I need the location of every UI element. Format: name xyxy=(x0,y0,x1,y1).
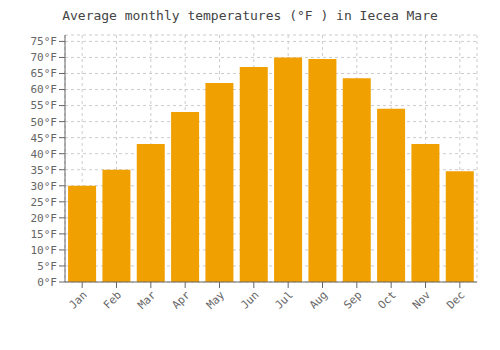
svg-text:10°F: 10°F xyxy=(31,244,58,257)
svg-text:60°F: 60°F xyxy=(31,83,58,96)
svg-text:70°F: 70°F xyxy=(31,51,58,64)
svg-text:40°F: 40°F xyxy=(31,148,58,161)
svg-text:55°F: 55°F xyxy=(31,99,58,112)
svg-text:30°F: 30°F xyxy=(31,180,58,193)
svg-text:50°F: 50°F xyxy=(31,116,58,129)
svg-text:25°F: 25°F xyxy=(31,196,58,209)
svg-text:15°F: 15°F xyxy=(31,228,58,241)
svg-text:0°F: 0°F xyxy=(37,276,57,289)
svg-text:Jun: Jun xyxy=(238,288,261,311)
svg-text:75°F: 75°F xyxy=(31,35,58,48)
svg-text:45°F: 45°F xyxy=(31,132,58,145)
svg-text:Feb: Feb xyxy=(101,288,124,311)
svg-text:Oct: Oct xyxy=(376,288,399,311)
svg-text:May: May xyxy=(204,288,228,312)
html-text:Average monthly temperatures (: Average monthly temperatures (°F ) in Ie… xyxy=(62,8,438,23)
svg-text:Aug: Aug xyxy=(307,288,330,311)
svg-text:Sep: Sep xyxy=(341,288,364,311)
svg-text:Jan: Jan xyxy=(67,288,90,311)
svg-text:Apr: Apr xyxy=(170,288,194,312)
svg-text:Dec: Dec xyxy=(444,288,467,311)
svg-text:65°F: 65°F xyxy=(31,67,58,80)
svg-text:20°F: 20°F xyxy=(31,212,58,225)
svg-text:5°F: 5°F xyxy=(37,260,57,273)
svg-text:Nov: Nov xyxy=(410,288,434,312)
svg-text:Mar: Mar xyxy=(135,288,159,312)
svg-text:35°F: 35°F xyxy=(31,164,58,177)
svg-text:Jul: Jul xyxy=(273,288,296,311)
